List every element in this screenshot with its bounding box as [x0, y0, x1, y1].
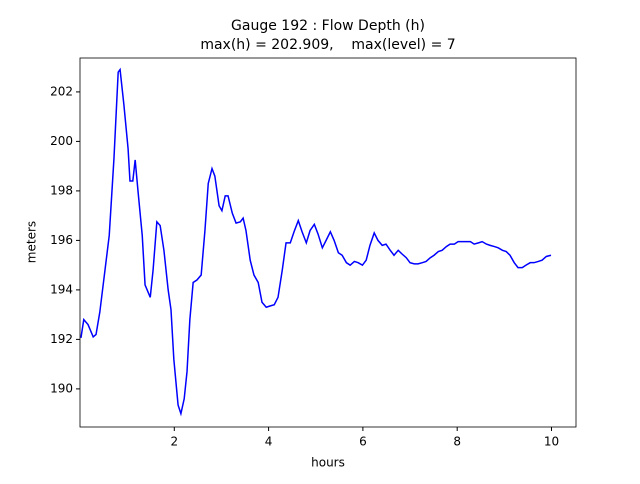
x-tick-label: 10 [544, 435, 559, 449]
y-tick-label: 200 [50, 134, 73, 148]
data-line [80, 67, 552, 417]
y-tick-label: 198 [50, 183, 73, 197]
y-tick-label: 202 [50, 84, 73, 98]
chart-subtitle: max(h) = 202.909, max(level) = 7 [200, 37, 455, 53]
plot-frame [79, 57, 577, 428]
x-tick-label: 6 [359, 435, 367, 449]
x-axis-label: hours [311, 456, 345, 470]
y-tick-label: 192 [50, 332, 73, 346]
x-tick-label: 2 [170, 435, 178, 449]
x-tick-label: 8 [453, 435, 461, 449]
y-axis-label: meters [25, 221, 39, 263]
y-tick-label: 190 [50, 381, 73, 395]
y-tick-label: 196 [50, 233, 73, 247]
chart-title: Gauge 192 : Flow Depth (h) [231, 18, 425, 34]
x-tick-label: 4 [265, 435, 273, 449]
y-tick-label: 194 [50, 282, 73, 296]
